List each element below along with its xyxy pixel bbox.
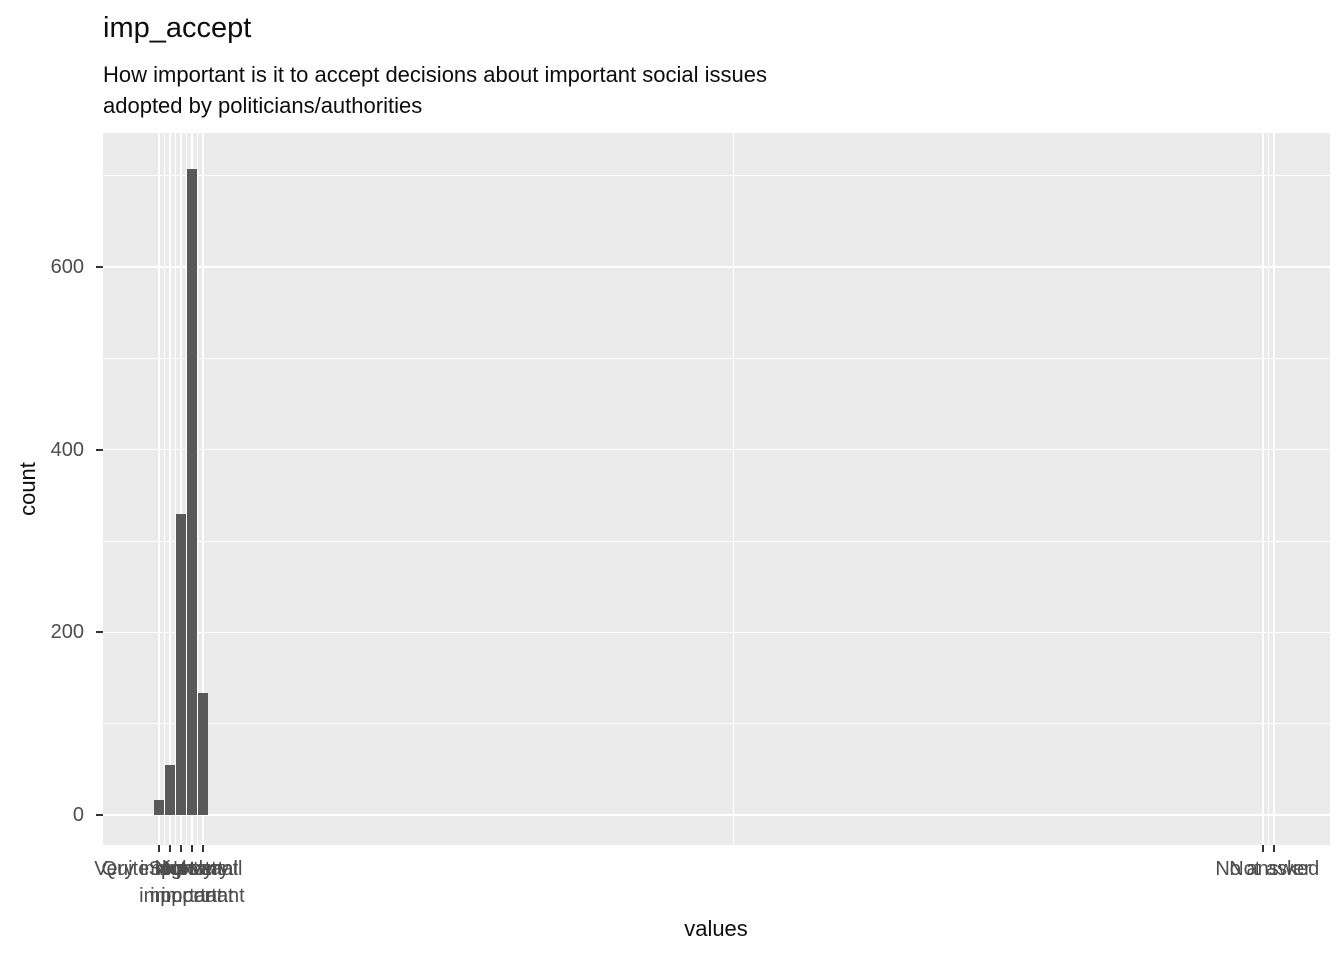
gridline-minor-x	[163, 133, 165, 845]
plot-subtitle-line1: How important is it to accept decisions …	[103, 62, 767, 87]
y-tick-label: 600	[50, 255, 84, 278]
y-axis-ticks	[96, 133, 103, 845]
x-tick	[179, 845, 182, 852]
y-tick	[96, 448, 103, 451]
gridline-minor-y	[103, 175, 1330, 177]
x-tick-label: Quite important	[101, 858, 239, 880]
x-tick-label: Very important	[94, 858, 224, 880]
y-tick-label: 0	[72, 804, 84, 827]
x-tick-label: Not very important	[150, 858, 234, 907]
x-tick-label: Not asked	[1229, 858, 1320, 880]
gridline-minor-y	[103, 723, 1330, 725]
x-tick-label: No answer	[1215, 858, 1311, 880]
x-tick-label: Slightly important	[139, 858, 223, 907]
x-tick-label: Not at all important	[161, 858, 245, 907]
gridline-major-x	[180, 133, 182, 845]
x-tick	[157, 845, 160, 852]
gridline-major-y	[103, 266, 1330, 268]
x-tick	[190, 845, 193, 852]
gridline-major-x	[1262, 133, 1264, 845]
gridline-major-x	[157, 133, 160, 845]
gridline-minor-x	[732, 133, 734, 845]
gridline-minor-x	[196, 133, 198, 845]
gridline-major-y	[103, 631, 1330, 634]
gridline-major-x	[169, 133, 171, 845]
plot-panel	[103, 133, 1330, 845]
gridline-major-y	[103, 814, 1330, 816]
gridline-minor-x	[174, 133, 176, 845]
gridline-minor-x	[1268, 133, 1270, 845]
y-axis-labels: 0 200 400 600	[0, 133, 96, 845]
y-tick-label: 200	[50, 621, 84, 644]
bar	[198, 692, 208, 816]
x-axis-ticks	[103, 845, 1330, 853]
gridline-major-x	[1273, 133, 1276, 845]
x-axis-labels: Very important Quite important Slightly im…	[94, 856, 1330, 926]
plot-title: imp_accept	[103, 12, 252, 44]
gridline-minor-x	[185, 133, 187, 845]
x-tick	[1262, 845, 1265, 852]
bar	[175, 513, 186, 816]
plot-subtitle-line2: adopted by politicians/authorities	[103, 93, 423, 118]
gridline-major-y	[103, 448, 1330, 451]
gridline-major-x	[202, 133, 204, 845]
x-tick	[168, 845, 171, 852]
bar	[164, 764, 175, 816]
y-tick-label: 400	[50, 438, 84, 461]
bar	[153, 800, 164, 816]
y-tick	[96, 265, 103, 268]
gridline-minor-y	[103, 357, 1330, 359]
x-axis-title: values	[684, 916, 748, 941]
y-tick	[96, 814, 103, 817]
gridline-minor-y	[103, 540, 1330, 542]
x-tick	[1273, 845, 1276, 852]
bar	[187, 169, 197, 816]
y-tick	[96, 631, 103, 634]
x-tick	[201, 845, 204, 852]
